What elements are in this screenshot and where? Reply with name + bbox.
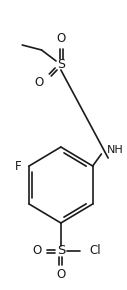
Text: O: O — [34, 77, 43, 90]
Text: Cl: Cl — [90, 244, 101, 258]
Text: S: S — [57, 59, 65, 72]
Text: S: S — [57, 244, 65, 258]
Text: F: F — [15, 160, 21, 173]
Text: O: O — [56, 269, 66, 282]
Text: NH: NH — [107, 145, 124, 155]
Text: O: O — [32, 244, 41, 258]
Text: O: O — [56, 32, 66, 44]
